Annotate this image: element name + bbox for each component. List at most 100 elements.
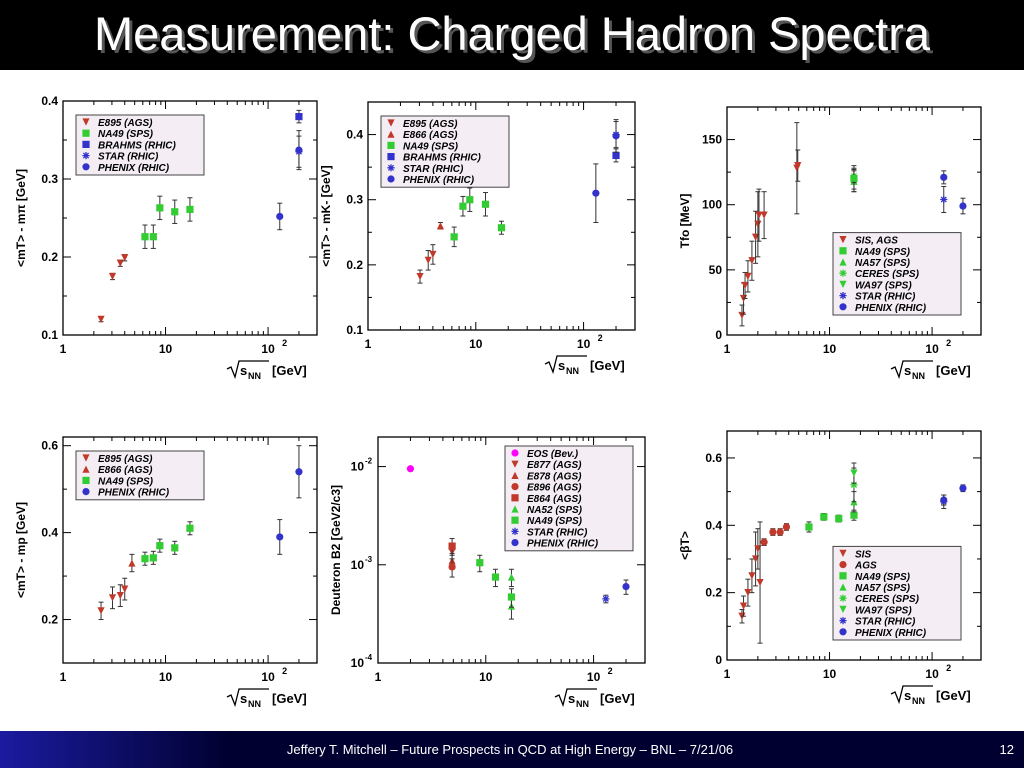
y-tick-label: 100 [702, 198, 722, 212]
y-tick-label: 150 [702, 133, 722, 147]
y-tick-exponent: -3 [365, 555, 373, 564]
legend-label: NA57 (SPS) [855, 583, 911, 594]
x-tick-label: 1 [365, 337, 372, 351]
series-phenix-rhic- [276, 130, 303, 231]
series-e896-ags- [448, 558, 456, 578]
data-point [769, 528, 777, 536]
data-point [108, 594, 117, 602]
data-point [116, 259, 124, 267]
legend-marker [839, 247, 847, 255]
data-point [276, 533, 284, 541]
y-tick-label: 0.1 [346, 323, 363, 337]
data-point [141, 233, 149, 241]
legend-marker [839, 583, 847, 591]
data-point [741, 281, 749, 290]
legend-label: NA49 (SPS) [855, 572, 911, 583]
legend-label: STAR (RHIC) [855, 617, 916, 628]
sqrt-sign [226, 360, 269, 380]
x-tick-exponent: 2 [946, 663, 951, 673]
y-tick-label: 0.4 [705, 518, 722, 532]
slide-title: Measurement: Charged Hadron Spectra [94, 7, 930, 60]
x-tick-label: 10 [479, 670, 493, 684]
legend-marker [839, 258, 847, 266]
legend-box [380, 115, 510, 188]
data-point [850, 481, 858, 489]
series-e866-ags- [436, 222, 445, 230]
legend: E895 (AGS)NA49 (SPS)BRAHMS (RHIC)STAR (R… [75, 114, 205, 176]
legend-marker [82, 129, 90, 137]
legend-label: WA97 (SPS) [855, 280, 912, 291]
legend-marker [839, 303, 847, 311]
legend-marker [82, 118, 90, 126]
x-tick-label: 10 [469, 337, 483, 351]
legend-box [75, 114, 205, 176]
data-point [507, 573, 516, 581]
legend-marker [839, 269, 847, 277]
data-point [850, 469, 858, 477]
x-tick-label: 10 [261, 670, 275, 684]
y-tick-label: 10 [351, 656, 365, 670]
legend-label: WA97 (SPS) [855, 605, 912, 616]
legend-label: NA57 (SPS) [855, 258, 911, 269]
legend: EOS (Bev.)E877 (AGS)E878 (AGS)E896 (AGS)… [504, 445, 634, 552]
x-tick-label: 10 [577, 337, 591, 351]
y-tick-label: 50 [709, 263, 723, 277]
x-tick-label: 1 [724, 667, 731, 681]
legend-label: NA52 (SPS) [527, 505, 583, 516]
data-point [760, 538, 768, 546]
legend-label: PHENIX (RHIC) [855, 628, 927, 639]
data-point [497, 224, 506, 232]
chart-mt_pion: 1 10 10 2 s NN [GeV] 0.1 0.2 0.3 0.4 <mT> - mπ [GeV… [14, 94, 318, 381]
legend-marker [511, 527, 519, 535]
data-point [448, 542, 456, 550]
sqrt-sign [554, 688, 597, 708]
data-point [429, 250, 437, 259]
x-tick-label: 1 [60, 342, 67, 356]
page-number: 12 [999, 742, 1014, 757]
data-point [295, 146, 303, 154]
legend-label: NA49 (SPS) [98, 129, 154, 140]
legend-marker [387, 130, 395, 138]
plot-frame [62, 436, 318, 664]
data-point [959, 484, 967, 492]
data-point [738, 311, 746, 320]
x-axis-label-nn: NN [248, 699, 261, 709]
legend-marker [839, 617, 847, 625]
y-tick-label: 0.4 [41, 94, 58, 108]
legend-marker [82, 476, 90, 484]
legend-marker [511, 449, 519, 457]
legend-label: CERES (SPS) [855, 269, 920, 280]
data-point [121, 254, 129, 262]
x-tick-label: 10 [925, 342, 939, 356]
data-point [108, 272, 117, 281]
legend-label: PHENIX (RHIC) [403, 175, 475, 186]
legend-marker [839, 236, 847, 244]
y-tick-label: 0.4 [346, 128, 363, 142]
data-point [592, 189, 600, 197]
x-tick-label: 1 [724, 342, 731, 356]
legend-label: E866 (AGS) [403, 130, 458, 141]
x-axis-label-unit: [GeV] [272, 691, 307, 706]
legend-box [832, 545, 962, 641]
data-point [295, 468, 303, 476]
legend-marker [511, 471, 519, 479]
y-tick-label: 0.6 [41, 439, 58, 453]
x-axis-label-unit: [GeV] [936, 688, 971, 703]
series-e864-ags- [448, 538, 456, 556]
data-point [448, 563, 456, 571]
chart-mt_proton: 1 10 10 2 s NN [GeV] 0.2 0.4 0.6 <mT> - mp [GeV] E8… [14, 436, 318, 709]
legend-label: STAR (RHIC) [98, 152, 159, 163]
legend-marker [839, 594, 847, 602]
legend-label: E866 (AGS) [98, 465, 153, 476]
legend: E895 (AGS)E866 (AGS)NA49 (SPS)BRAHMS (RH… [380, 115, 510, 188]
x-axis-label-unit: [GeV] [600, 691, 635, 706]
legend-marker [82, 163, 90, 171]
charts-layer: 1 10 10 2s NN [GeV]0.10.20.30.4<mT> - mπ [GeV… [14, 94, 982, 709]
legend-marker [82, 152, 90, 160]
data-point [466, 196, 474, 204]
plot-frame [367, 101, 636, 331]
legend-label: E895 (AGS) [98, 118, 153, 129]
chart-mt_kaon: 1 10 10 2 s NN [GeV] 0.1 0.2 0.3 0.4 <mT> - mK- [Ge… [319, 101, 636, 376]
legend-marker [387, 153, 395, 161]
legend-marker [839, 628, 847, 636]
